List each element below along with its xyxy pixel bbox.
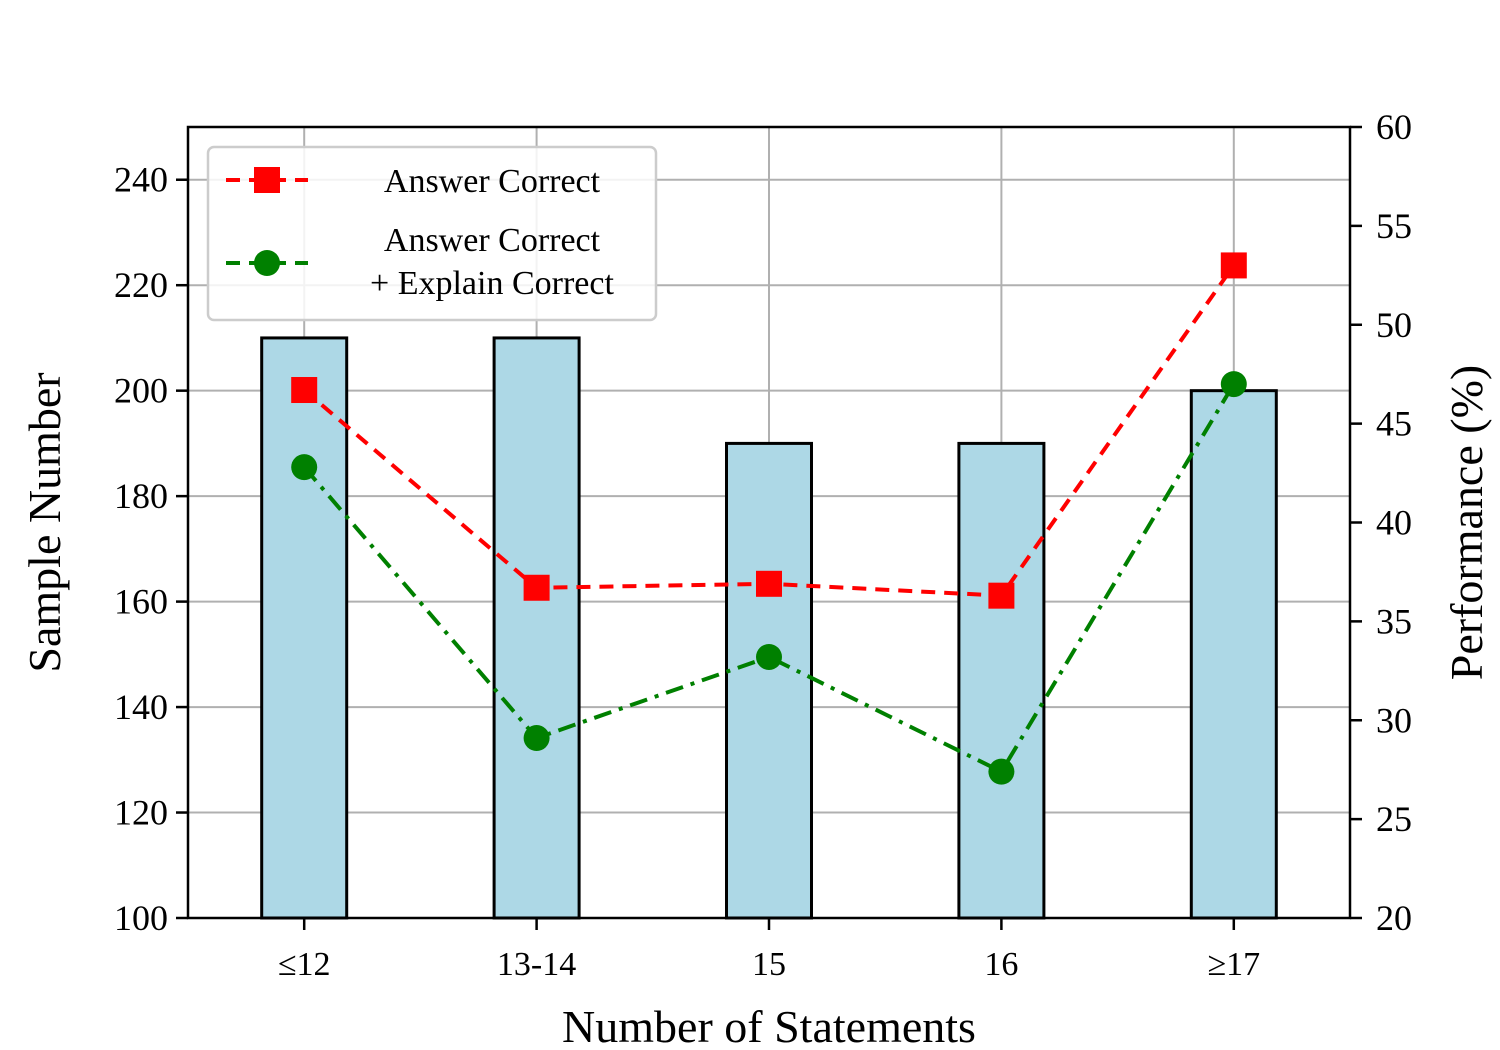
series-1-point-3 bbox=[988, 758, 1015, 785]
x-tick-label: 13-14 bbox=[497, 946, 576, 983]
y-tick-label: 200 bbox=[114, 371, 168, 411]
legend-label: Answer Correct bbox=[384, 222, 601, 259]
series-0-point-3 bbox=[988, 582, 1015, 609]
bar-4 bbox=[1189, 389, 1278, 920]
y2-axis-label: Performance (%) bbox=[1441, 365, 1492, 680]
legend-marker-1 bbox=[254, 250, 280, 276]
bar-0 bbox=[260, 336, 349, 920]
y-tick-label: 120 bbox=[114, 793, 168, 833]
legend-box bbox=[206, 145, 658, 322]
y2-tick-label: 55 bbox=[1376, 206, 1412, 246]
bar-3 bbox=[957, 441, 1046, 920]
x-tick-label: 16 bbox=[984, 946, 1018, 983]
series-0-point-2 bbox=[756, 570, 782, 597]
right-axis: 20 25 30 35 40 45 50 55 60 bbox=[1350, 107, 1412, 938]
bar-1 bbox=[492, 336, 581, 920]
y-tick-label: 180 bbox=[114, 476, 168, 516]
y-tick-label: 220 bbox=[114, 265, 168, 305]
legend: Answer Correct Answer Correct + Explain Co… bbox=[206, 145, 658, 322]
bar-2 bbox=[725, 441, 813, 920]
legend-label: + Explain Correct bbox=[370, 265, 614, 302]
y2-tick-label: 35 bbox=[1376, 601, 1412, 641]
y2-tick-label: 40 bbox=[1376, 503, 1412, 543]
series-0-point-0 bbox=[291, 377, 318, 404]
bars bbox=[260, 336, 1278, 920]
series-0-point-4 bbox=[1220, 252, 1247, 279]
x-tick-label: ≤12 bbox=[278, 946, 331, 983]
y2-tick-label: 30 bbox=[1376, 700, 1412, 740]
y2-tick-label: 60 bbox=[1376, 107, 1412, 147]
legend-marker-0 bbox=[254, 167, 280, 193]
x-axis-label: Number of Statements bbox=[562, 1001, 976, 1050]
series-1-point-4 bbox=[1220, 371, 1247, 398]
series-0-point-1 bbox=[523, 574, 550, 601]
series-line-1 bbox=[302, 383, 1236, 775]
x-tick-label: 15 bbox=[752, 946, 786, 983]
legend-label: Answer Correct bbox=[384, 163, 601, 200]
series-1-point-1 bbox=[523, 725, 550, 752]
series-1-point-2 bbox=[756, 643, 782, 670]
y-tick-label: 160 bbox=[114, 582, 168, 622]
y2-tick-label: 45 bbox=[1376, 404, 1412, 444]
y2-tick-label: 25 bbox=[1376, 799, 1412, 839]
y-tick-label: 240 bbox=[114, 160, 168, 200]
left-axis: 100 120 140 160 180 200 220 240 bbox=[114, 160, 188, 938]
y2-tick-label: 20 bbox=[1376, 898, 1412, 938]
y-axis-label: Sample Number bbox=[19, 372, 70, 672]
series-1-point-0 bbox=[291, 454, 318, 481]
y-tick-label: 140 bbox=[114, 687, 168, 727]
y2-tick-label: 50 bbox=[1376, 305, 1412, 345]
x-tick-label: ≥17 bbox=[1207, 946, 1260, 983]
x-axis: ≤12 13-14 15 16 ≥17 bbox=[278, 918, 1260, 983]
y-tick-label: 100 bbox=[114, 898, 168, 938]
lines bbox=[291, 252, 1247, 785]
